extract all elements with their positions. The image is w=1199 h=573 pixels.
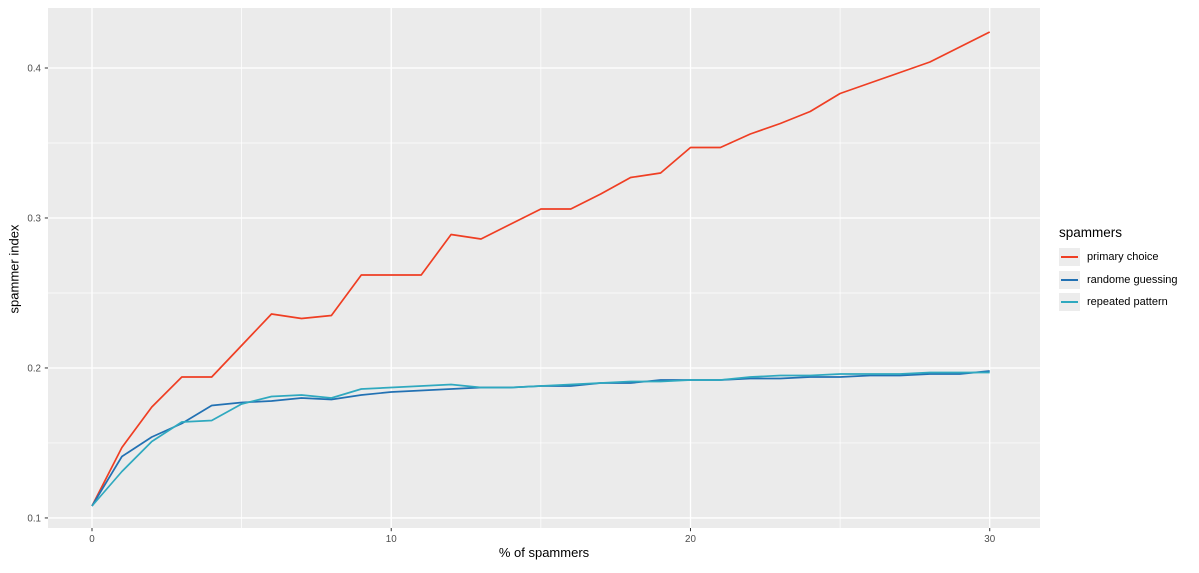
y-tick-label: 0.3 bbox=[27, 213, 41, 224]
y-axis-title: spammer index bbox=[6, 224, 22, 314]
y-tick-label: 0.2 bbox=[27, 363, 41, 374]
legend-entry-repeated-pattern: repeated pattern bbox=[1059, 291, 1178, 314]
x-tick-label: 20 bbox=[685, 534, 696, 545]
legend-entry-primary-choice: primary choice bbox=[1059, 246, 1178, 269]
y-tick-label: 0.1 bbox=[27, 513, 41, 524]
y-tick-labels: 0.1 0.2 0.3 0.4 bbox=[27, 63, 41, 524]
line-primary-choice bbox=[91, 31, 991, 507]
legend-key-icon bbox=[1059, 248, 1080, 267]
y-tick-label: 0.4 bbox=[27, 63, 41, 74]
legend-entry-randome-guessing: randome guessing bbox=[1059, 269, 1178, 292]
legend-key-icon bbox=[1059, 270, 1080, 289]
x-tick-labels: 0 10 20 30 bbox=[89, 534, 995, 545]
legend-key-icon bbox=[1059, 293, 1080, 312]
x-tick-label: 0 bbox=[89, 534, 95, 545]
legend-key-line-icon bbox=[1061, 256, 1078, 259]
plot-panel bbox=[48, 8, 1040, 528]
legend: spammers primary choice randome guessing r… bbox=[1059, 225, 1178, 314]
legend-entry-label: primary choice bbox=[1087, 251, 1159, 264]
legend-entry-label: randome guessing bbox=[1087, 273, 1178, 286]
legend-key-line-icon bbox=[1061, 301, 1078, 304]
gridlines-major bbox=[48, 8, 1040, 528]
legend-title: spammers bbox=[1059, 225, 1123, 240]
x-tick-label: 10 bbox=[386, 534, 397, 545]
x-tick-label: 30 bbox=[984, 534, 995, 545]
axis-tick-marks bbox=[44, 67, 991, 532]
legend-key-line-icon bbox=[1061, 278, 1078, 281]
legend-entry-label: repeated pattern bbox=[1087, 296, 1168, 309]
line-repeated-pattern bbox=[91, 371, 990, 507]
x-axis-title: % of spammers bbox=[498, 545, 590, 560]
gridlines-minor bbox=[48, 8, 1040, 528]
legend-entries: primary choice randome guessing repeated p… bbox=[1059, 246, 1178, 314]
